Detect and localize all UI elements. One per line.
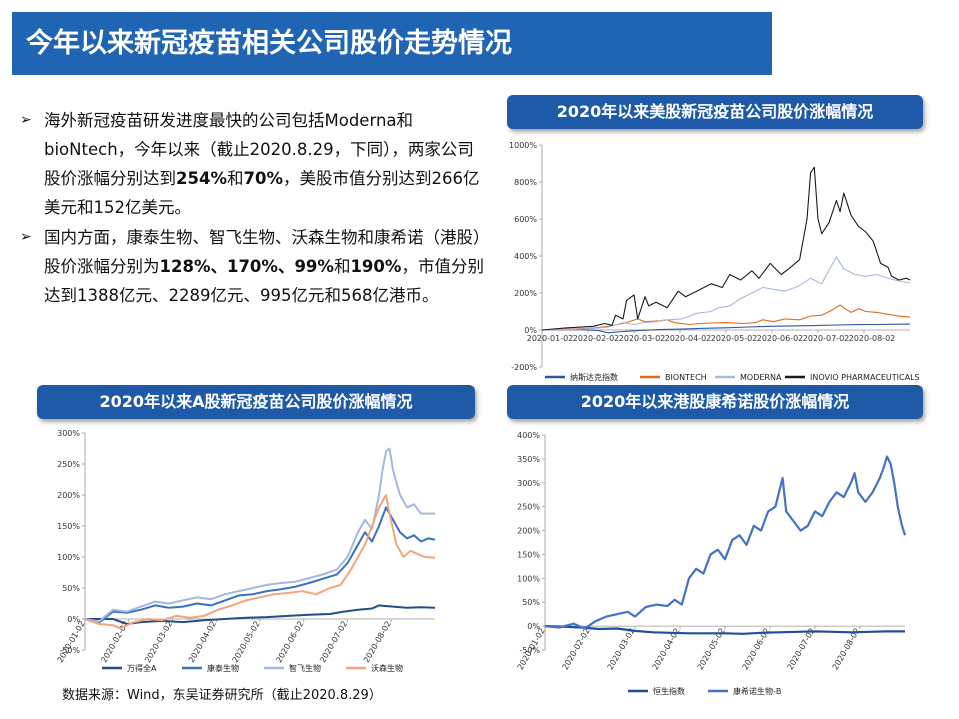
- x-tick-label: 2020-05-02: [231, 620, 262, 665]
- y-tick-label: 100%: [517, 574, 540, 583]
- y-tick-label: 350%: [517, 455, 540, 464]
- legend-label: 恒生指数: [653, 686, 685, 696]
- series-line-2: [84, 447, 435, 623]
- series-line-0: [544, 625, 905, 635]
- legend-label: 沃森生物: [371, 663, 403, 673]
- y-tick-label: 0%: [524, 326, 537, 335]
- a-share-chart-title: 2020年以来A股新冠疫苗公司股价涨幅情况: [37, 385, 475, 419]
- series-line-3: [541, 166, 911, 331]
- x-tick-label: 2020-04-02: [187, 620, 218, 665]
- bullet-highlight: 70%: [243, 169, 283, 188]
- page-title: 今年以来新冠疫苗相关公司股价走势情况: [12, 12, 772, 75]
- hk-chart-title: 2020年以来港股康希诺股价涨幅情况: [507, 385, 923, 419]
- series-line-1: [544, 455, 907, 630]
- x-tick-label: 2020-07-02: [803, 334, 850, 343]
- y-tick-label: 800%: [514, 178, 537, 187]
- x-tick-label: 2020-02-02: [573, 334, 620, 343]
- legend-label: 智飞生物: [289, 663, 321, 673]
- legend-label: INOVIO PHARMACEUTICALS: [810, 373, 920, 382]
- y-tick-label: 200%: [517, 527, 540, 536]
- legend-label: 康希诺生物-B: [733, 686, 781, 696]
- hk-stock-chart: -50% 0% 50% 100% 150% 200% 250% 300% 350% 400% 202…: [516, 431, 907, 696]
- series-line-0: [541, 323, 911, 334]
- y-tick-label: 200%: [514, 289, 537, 298]
- series-line-1: [84, 506, 436, 624]
- series-line-3: [84, 494, 436, 630]
- bullet-highlight: 254%: [176, 169, 227, 188]
- bullet-item: ➢ 国内方面，康泰生物、智飞生物、沃森生物和康希诺（港股）股价涨幅分别为128%、…: [20, 223, 485, 310]
- bullet-text: 海外新冠疫苗研发进度最快的公司包括Moderna和bioNtech，今年以来（截…: [44, 111, 474, 188]
- y-tick-label: 400%: [514, 252, 537, 261]
- bullet-text: 和: [333, 257, 351, 276]
- a-share-stock-chart: -50% 0% 50% 100% 150% 200% 250% 300% 2020-01-02 2…: [56, 429, 436, 673]
- bullet-arrow-icon: ➢: [20, 112, 32, 128]
- y-tick-label: 250%: [57, 460, 80, 469]
- y-tick-label: 50%: [522, 598, 540, 607]
- series-line-1: [541, 304, 911, 331]
- y-tick-label: 150%: [57, 522, 80, 531]
- y-tick-label: -50%: [59, 646, 80, 655]
- y-tick-label: 0%: [527, 622, 540, 631]
- x-tick-label: 2020-02-02: [561, 627, 592, 672]
- x-tick-label: 2020-03-02: [619, 334, 666, 343]
- x-tick-label: 2020-08-02: [831, 627, 862, 672]
- legend-label: 纳斯达克指数: [570, 372, 618, 382]
- x-tick-label: 2020-03-02: [143, 620, 174, 665]
- legend-label: 万得全A: [127, 663, 157, 673]
- x-tick-label: 2020-07-02: [318, 620, 349, 665]
- y-tick-label: 100%: [57, 553, 80, 562]
- x-tick-label: 2020-01-02: [527, 334, 574, 343]
- x-tick-label: 2020-07-02: [786, 627, 817, 672]
- y-tick-label: 1000%: [509, 141, 537, 150]
- legend-label: 康泰生物: [207, 663, 239, 673]
- legend-label: MODERNA: [740, 373, 782, 382]
- us-stock-chart: -200%0%200%400%600%800%1000%2020-01-02 20…: [509, 141, 920, 382]
- y-tick-label: 50%: [62, 584, 80, 593]
- bullet-text: 国内方面，康泰生物、智飞生物、沃森生物和康希诺（港股）股价涨幅分别为: [44, 228, 482, 276]
- x-tick-label: 2020-06-02: [757, 334, 804, 343]
- series-line-0: [85, 604, 436, 625]
- y-tick-label: -200%: [511, 363, 537, 372]
- bullet-highlight: 128%、170%、99%: [159, 257, 334, 276]
- y-tick-label: 0%: [67, 615, 80, 624]
- x-tick-label: 2020-03-02: [606, 627, 637, 672]
- x-tick-label: 2020-04-02: [665, 334, 712, 343]
- x-tick-label: 2020-08-02: [362, 620, 393, 665]
- source-note: 数据来源：Wind，东吴证券研究所（截止2020.8.29）: [62, 688, 382, 703]
- y-tick-label: 200%: [57, 491, 80, 500]
- bullet-arrow-icon: ➢: [20, 229, 32, 245]
- bullet-text: ，美股市值分别达到266亿美元和152亿美元。: [44, 169, 480, 217]
- x-tick-label: 2020-08-02: [849, 334, 896, 343]
- x-tick-label: 2020-06-02: [274, 620, 305, 665]
- bullet-list: ➢ 海外新冠疫苗研发进度最快的公司包括Moderna和bioNtech，今年以来（…: [20, 106, 485, 311]
- us-chart-title: 2020年以来美股新冠疫苗公司股价涨幅情况: [507, 95, 923, 129]
- bullet-text: ，市值分别达到1388亿元、2289亿元、995亿元和568亿港币。: [44, 257, 484, 305]
- series-line-2: [541, 256, 911, 331]
- x-tick-label: 2020-01-02: [56, 620, 87, 665]
- y-tick-label: 300%: [57, 429, 80, 438]
- y-tick-label: 300%: [517, 479, 540, 488]
- legend-label: BIONTECH: [665, 373, 707, 382]
- bullet-text: 和: [226, 169, 244, 188]
- bullet-highlight: 190%: [350, 257, 402, 276]
- x-tick-label: 2020-05-02: [711, 334, 758, 343]
- y-tick-label: 250%: [517, 503, 540, 512]
- y-tick-label: -50%: [519, 646, 540, 655]
- y-tick-label: 600%: [514, 215, 537, 224]
- bullet-item: ➢ 海外新冠疫苗研发进度最快的公司包括Moderna和bioNtech，今年以来（…: [20, 106, 485, 222]
- y-tick-label: 150%: [517, 550, 540, 559]
- y-tick-label: 400%: [517, 431, 540, 440]
